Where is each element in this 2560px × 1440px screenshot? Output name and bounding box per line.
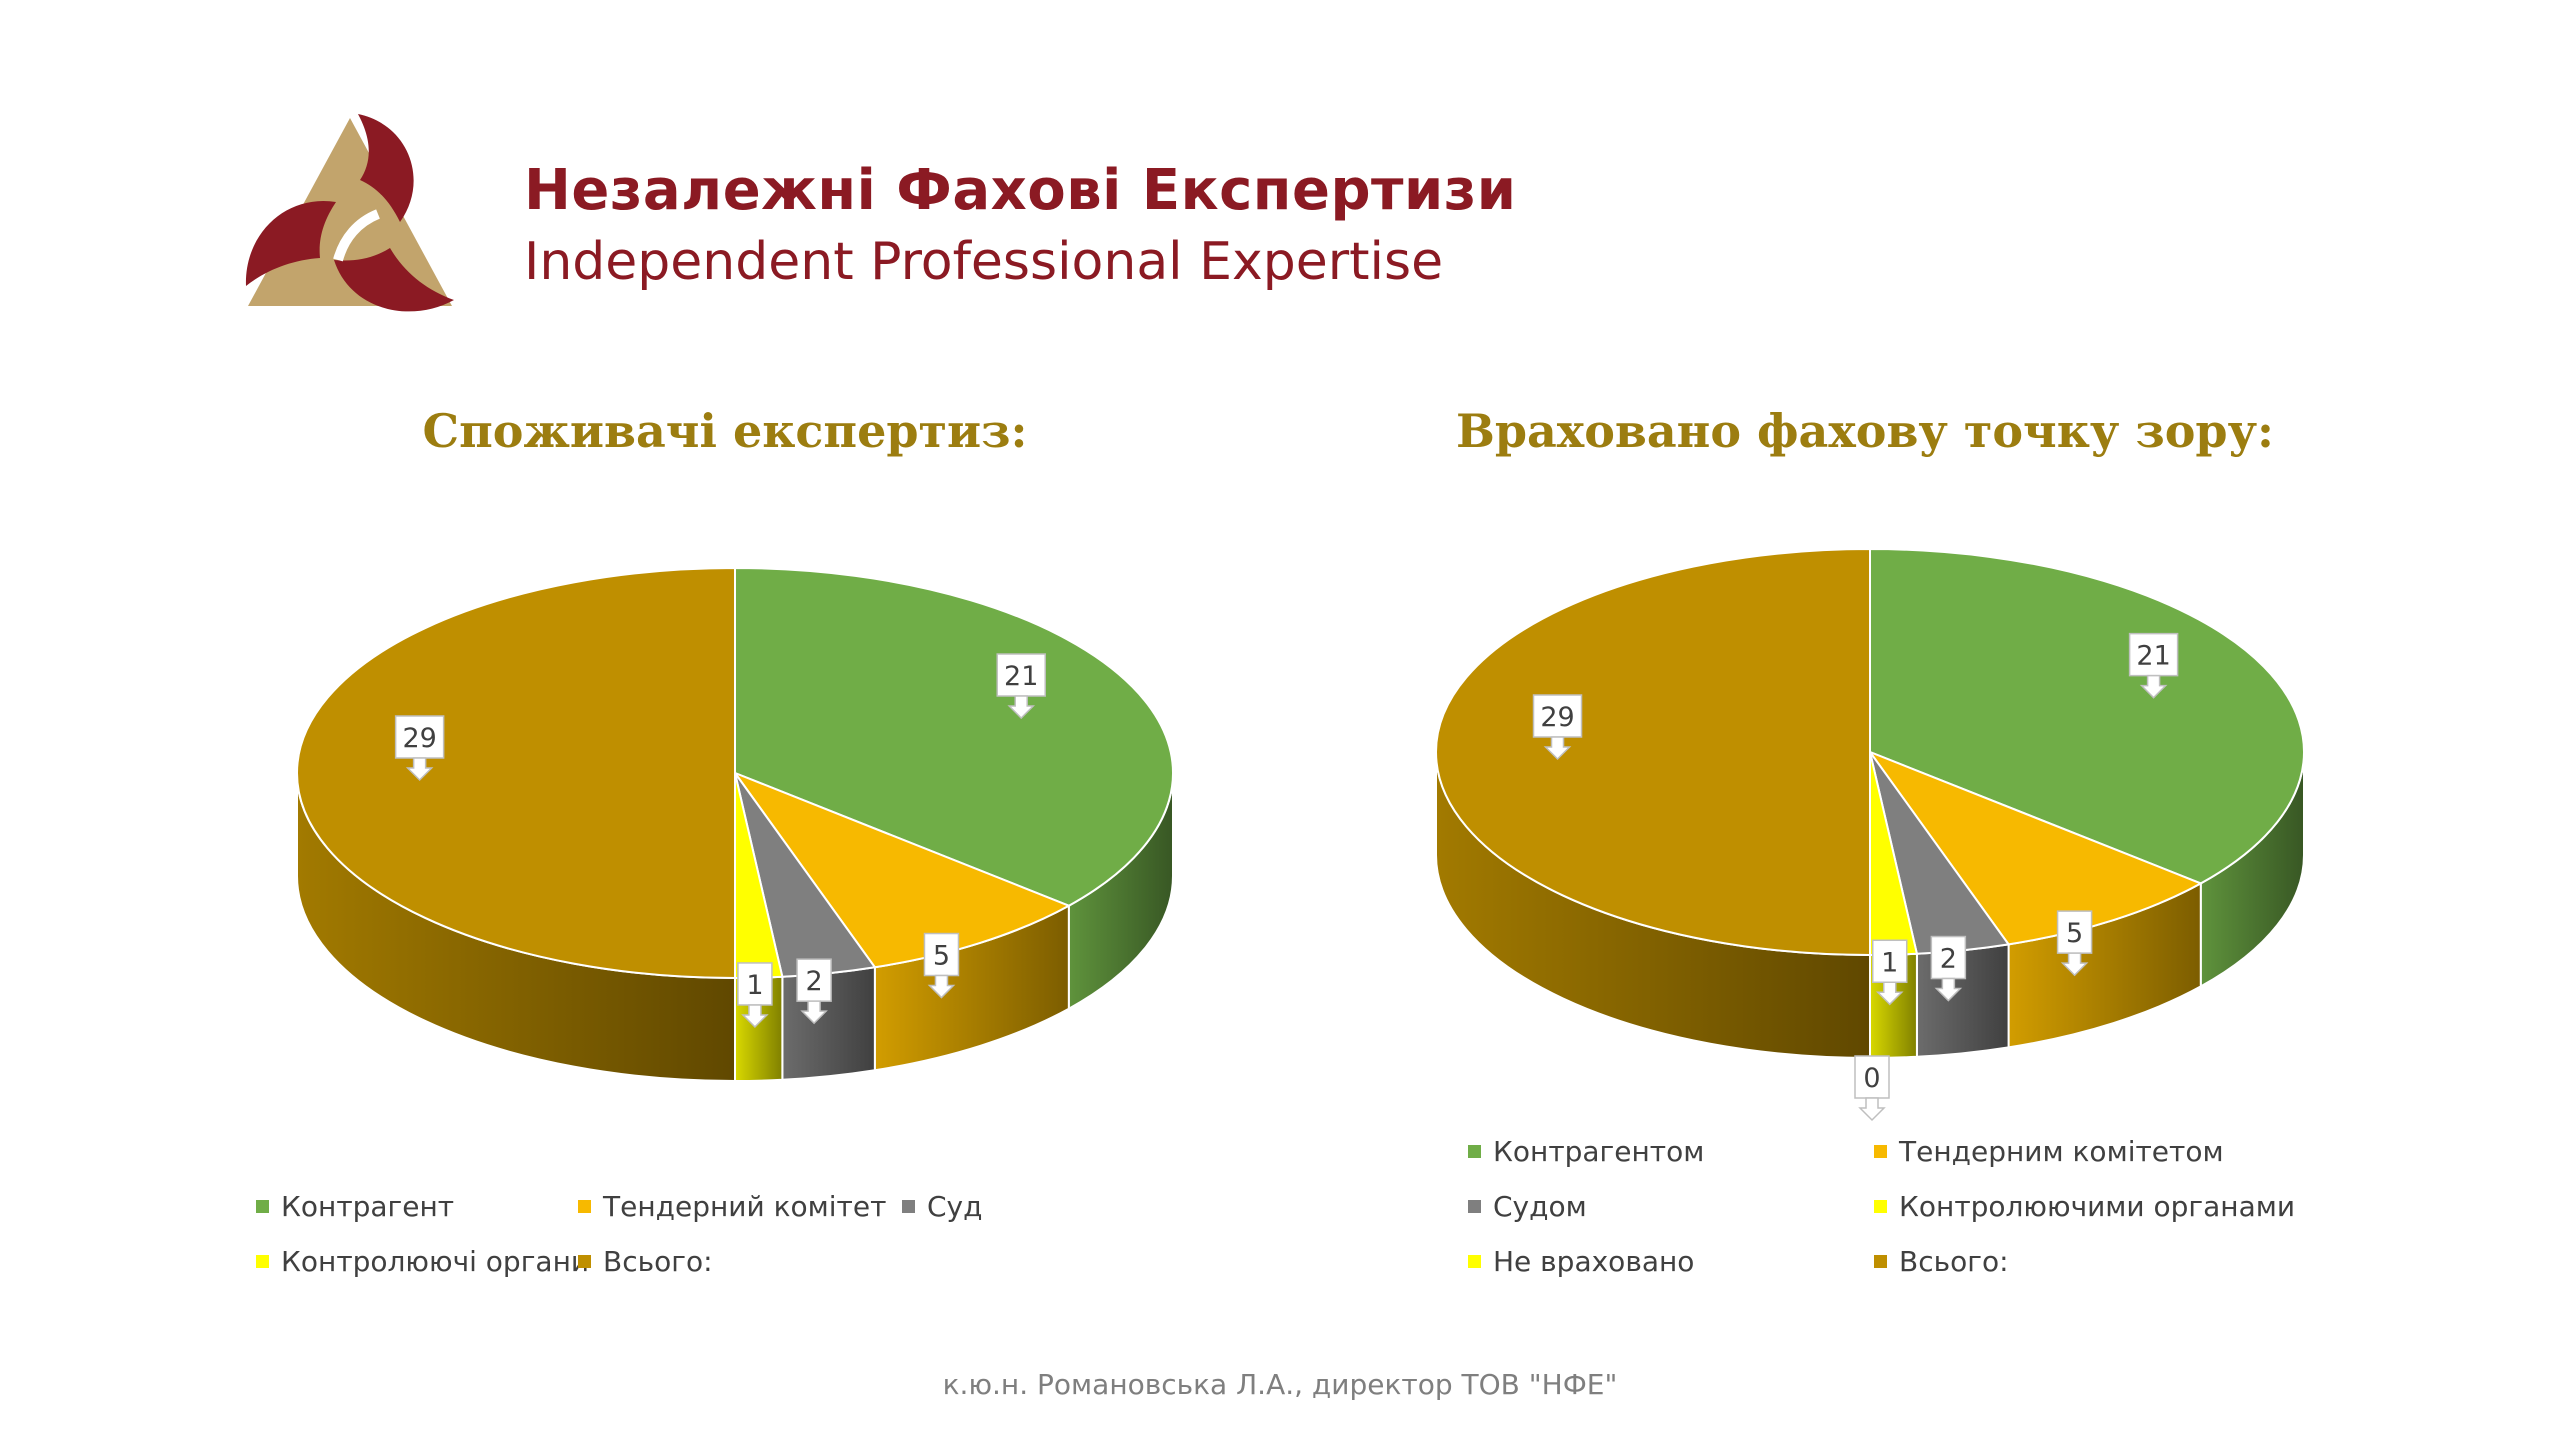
legend-swatch [1874,1200,1887,1213]
legend-label: Всього: [603,1245,713,1278]
svg-text:21: 21 [2136,641,2170,672]
legend-item-considered-2: Судом [1468,1190,1587,1223]
legend-label: Тендерним комітетом [1899,1135,2224,1168]
svg-text:1: 1 [746,970,763,1001]
svg-text:29: 29 [1540,702,1574,733]
legend-item-considered-1: Тендерним комітетом [1874,1135,2224,1168]
legend-item-consumers-4: Всього: [578,1245,713,1278]
legend-swatch [902,1200,915,1213]
legend-item-considered-0: Контрагентом [1468,1135,1704,1168]
legend-swatch [1468,1145,1481,1158]
data-label-considered-4: 0 [1854,1055,1890,1122]
brand-title-ua: Незалежні Фахові Експертизи [524,158,1517,223]
data-label-consumers-0: 21 [996,653,1046,720]
chart-title-consumers: Споживачі експертиз: [422,404,1028,458]
legend-swatch [256,1255,269,1268]
chart-title-considered: Враховано фахову точку зору: [1455,404,2275,458]
legend-label: Контрагент [281,1190,455,1223]
pie-slice-consumers-4 [296,566,736,980]
svg-text:1: 1 [1881,947,1898,978]
legend-item-consumers-3: Контролюючі органи [256,1245,589,1278]
legend-label: Контрагентом [1493,1135,1705,1168]
pie-slice-considered-1 [1867,749,2204,946]
pie-slice-considered-5 [1435,547,1871,957]
legend-label: Не враховано [1493,1245,1695,1278]
pie-slice-consumers-0 [734,566,1175,907]
legend-item-considered-3: Контролюючими органами [1874,1190,2295,1223]
data-label-considered-1: 5 [2056,910,2093,977]
data-label-considered-5: 29 [1532,694,1583,761]
legend-label: Судом [1493,1190,1587,1223]
data-label-considered-3: 1 [1871,939,1908,1006]
svg-text:21: 21 [1004,661,1038,692]
legend-swatch [1468,1255,1481,1268]
data-label-considered-2: 2 [1930,935,1967,1002]
legend-item-considered-4: Не враховано [1468,1245,1694,1278]
legend-swatch [1874,1145,1887,1158]
legend-item-consumers-1: Тендерний комітет [578,1190,886,1223]
legend-swatch [578,1255,591,1268]
data-label-considered-0: 21 [2128,632,2179,699]
data-label-consumers-2: 2 [796,958,832,1025]
legend-item-considered-5: Всього: [1874,1245,2009,1278]
svg-text:29: 29 [402,723,436,754]
svg-text:5: 5 [933,941,950,972]
legend-item-consumers-2: Суд [902,1190,982,1223]
brand-title-en: Independent Professional Expertise [524,232,1444,292]
legend-swatch [1874,1255,1887,1268]
svg-text:2: 2 [805,966,822,997]
legend-label: Контролюючі органи [281,1245,590,1278]
legend-label: Тендерний комітет [603,1190,887,1223]
legend-swatch [1468,1200,1481,1213]
footer-author: к.ю.н. Романовська Л.А., директор ТОВ "Н… [942,1368,1618,1401]
svg-text:2: 2 [1940,944,1957,975]
legend-swatch [578,1200,591,1213]
data-label-consumers-3: 1 [737,962,773,1029]
company-logo [245,114,454,312]
svg-text:0: 0 [1863,1063,1880,1094]
data-label-consumers-1: 5 [923,932,960,999]
legend-label: Контролюючими органами [1899,1190,2296,1223]
svg-text:5: 5 [2066,918,2083,949]
legend-label: Всього: [1899,1245,2009,1278]
legend-item-consumers-0: Контрагент [256,1190,454,1223]
pie-slice-consumers-1 [732,770,1072,969]
data-label-consumers-4: 29 [394,715,445,782]
legend-swatch [256,1200,269,1213]
pie-slice-considered-0 [1869,547,2305,885]
legend-label: Суд [927,1190,983,1223]
